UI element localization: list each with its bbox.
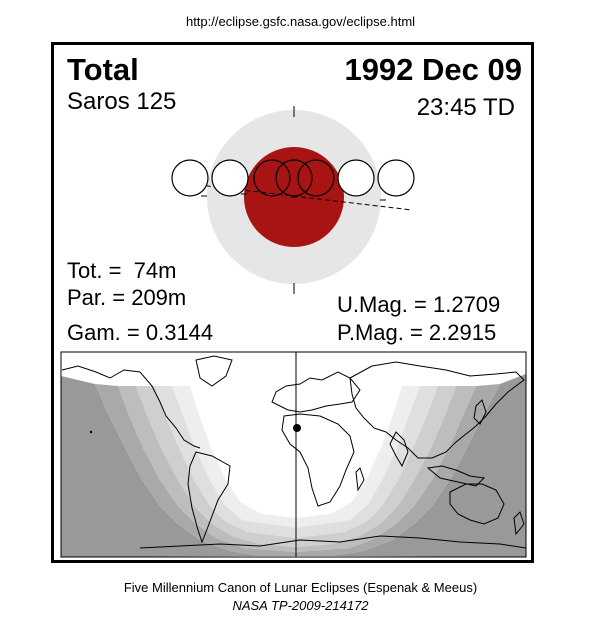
gamma-value: Gam. = 0.3144 [67, 320, 214, 345]
moon-positions [171, 159, 415, 197]
coast-asia [349, 361, 525, 459]
total-duration: Tot. = 74m [67, 258, 177, 283]
coast-australia [449, 483, 505, 525]
coast-south-america [187, 451, 231, 544]
visibility-map [60, 351, 527, 558]
coastlines [61, 355, 527, 549]
moon-u4 [337, 159, 375, 197]
umbral-magnitude: U.Mag. = 1.2709 [337, 292, 501, 317]
coast-madagascar [355, 467, 365, 492]
moon-p1 [171, 159, 209, 197]
map-dot [89, 430, 93, 434]
moon-u3 [297, 159, 335, 197]
contact-ticks [201, 193, 386, 201]
coast-india [389, 431, 409, 468]
moon-max [275, 159, 313, 197]
night-region-east [330, 374, 526, 557]
coast-africa [281, 413, 355, 507]
eclipse-date: 1992 Dec 09 [344, 52, 522, 87]
moon-p4 [377, 159, 415, 197]
source-url[interactable]: http://eclipse.gsfc.nasa.gov/eclipse.htm… [185, 14, 416, 29]
map-border [60, 351, 527, 558]
coast-japan [473, 399, 487, 425]
coast-europe [271, 371, 361, 413]
eclipse-panel [51, 42, 534, 563]
shadow-diagram [171, 106, 415, 294]
saros-number: Saros 125 [67, 88, 177, 115]
coast-greenland [195, 355, 233, 387]
coast-indonesia [426, 465, 486, 487]
penumbral-magnitude: P.Mag. = 2.2915 [337, 320, 497, 345]
eclipse-time: 23:45 TD [416, 94, 515, 121]
eclipse-type: Total [67, 52, 139, 87]
subsolar-point-marker [293, 424, 301, 432]
partial-duration: Par. = 209m [67, 285, 187, 310]
moon-u1 [211, 159, 249, 197]
coast-new-zealand [513, 511, 525, 536]
footer-publication: NASA TP-2009-214172 [232, 598, 369, 613]
moon-u2 [253, 159, 291, 197]
coast-north-america [61, 365, 201, 449]
footer-citation: Five Millennium Canon of Lunar Eclipses … [123, 580, 478, 595]
coast-antarctica [139, 535, 527, 549]
night-region-west [61, 376, 260, 557]
